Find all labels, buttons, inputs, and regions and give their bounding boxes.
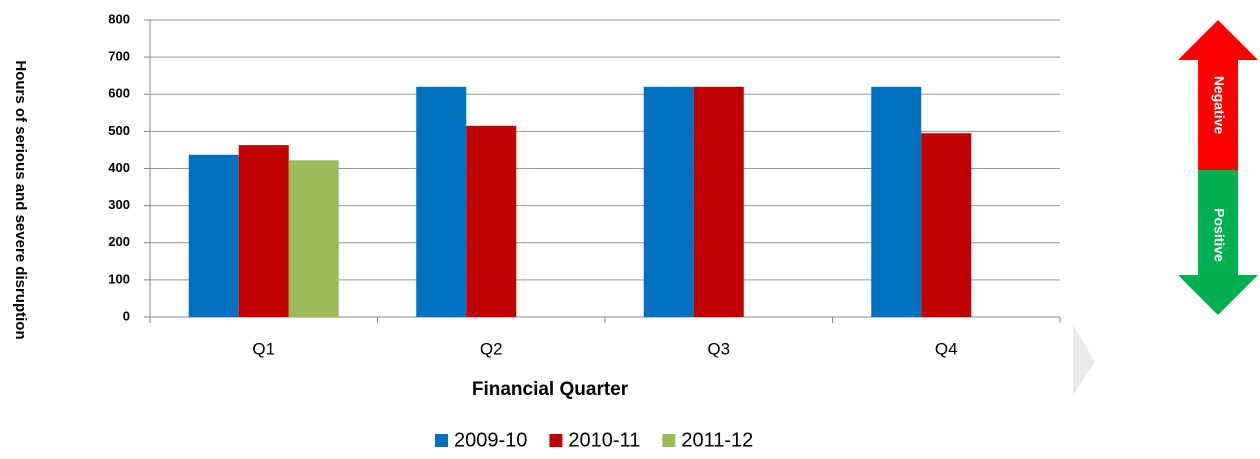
y-tick-label: 700 [108, 49, 130, 64]
y-tick-label: 100 [108, 271, 130, 286]
x-tick-label: Q1 [252, 339, 275, 358]
positive-label: Positive [1211, 208, 1227, 262]
bar [871, 86, 922, 317]
x-tick-label: Q2 [480, 339, 503, 358]
legend-swatch [662, 434, 676, 447]
y-tick-label: 200 [108, 234, 130, 249]
negative-label: Negative [1211, 76, 1227, 135]
y-axis-label: Hours of serious and severe disruption [12, 60, 29, 339]
negative-arrow [1178, 20, 1258, 170]
bar [288, 160, 339, 317]
bar [188, 154, 239, 317]
x-tick-label: Q4 [935, 339, 958, 358]
x-tick-label: Q3 [707, 339, 730, 358]
y-tick-label: 800 [108, 11, 130, 26]
bar [466, 125, 517, 318]
y-tick-label: 0 [123, 308, 130, 323]
legend-swatch [549, 434, 563, 447]
bar [693, 86, 744, 317]
legend-swatch [435, 434, 448, 447]
bar [643, 86, 694, 317]
y-tick-label: 300 [108, 197, 130, 212]
bar [416, 86, 467, 317]
legend-label: 2010-11 [568, 429, 640, 451]
y-tick-label: 500 [108, 123, 130, 138]
decoration [1073, 325, 1095, 395]
y-tick-label: 600 [108, 86, 130, 101]
legend-label: 2009-10 [454, 429, 527, 451]
y-tick-label: 400 [108, 160, 130, 175]
bar [921, 133, 972, 317]
bar [238, 145, 289, 317]
positive-arrow [1178, 170, 1258, 315]
x-axis-label: Financial Quarter [472, 379, 629, 400]
legend-label: 2011-12 [681, 429, 753, 451]
